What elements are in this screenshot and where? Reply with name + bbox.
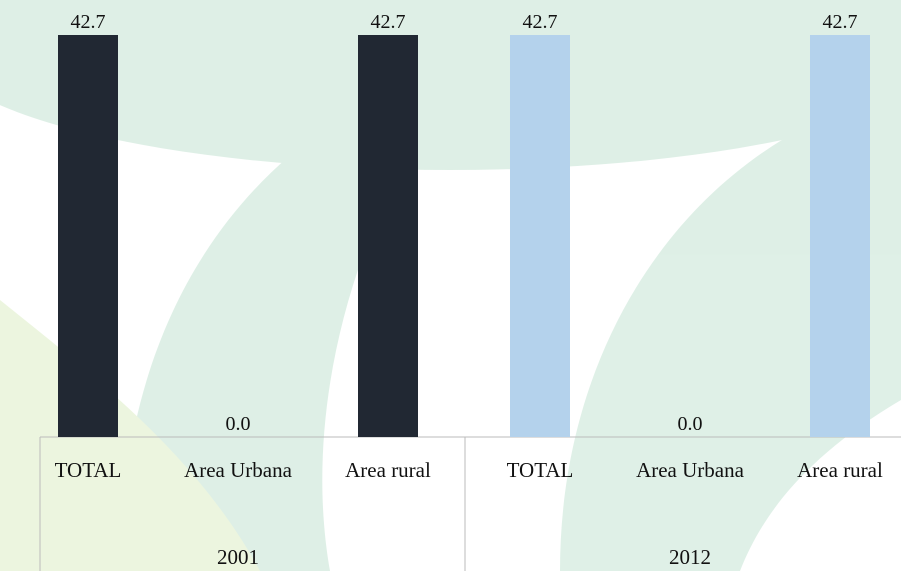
value-label: 42.7: [371, 11, 406, 33]
x-tick-label: Area rural: [797, 458, 883, 482]
value-label: 42.7: [823, 11, 858, 33]
value-label: 0.0: [678, 413, 703, 435]
value-label: 0.0: [226, 413, 251, 435]
x-tick-label: Area Urbana: [184, 458, 292, 482]
x-tick-label: Area Urbana: [636, 458, 744, 482]
group-label: 2012: [669, 545, 711, 569]
x-tick-label: TOTAL: [506, 458, 574, 482]
x-tick-label: Area rural: [345, 458, 431, 482]
bar: [810, 35, 870, 437]
value-label: 42.7: [523, 11, 558, 33]
bar: [510, 35, 570, 437]
x-tick-label: TOTAL: [54, 458, 122, 482]
watermark-shape: [0, 0, 901, 170]
group-label: 2001: [217, 545, 259, 569]
bar: [358, 35, 418, 437]
value-label: 42.7: [71, 11, 106, 33]
bar: [58, 35, 118, 437]
